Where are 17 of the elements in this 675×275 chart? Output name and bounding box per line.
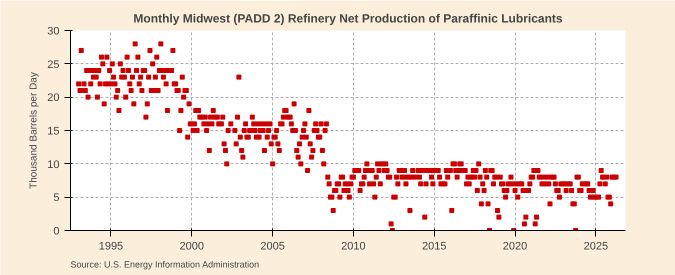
x-tick-label: 2005	[260, 240, 285, 252]
x-tick-label: 2020	[502, 240, 528, 252]
y-tick-label: 5	[53, 192, 60, 204]
source-note: Source: U.S. Energy Information Administration	[70, 260, 260, 270]
y-tick-label: 15	[47, 126, 60, 138]
chart-title: Monthly Midwest (PADD 2) Refinery Net Production of Paraffinic Lubricants	[133, 12, 563, 26]
x-tick-label: 2000	[180, 240, 204, 252]
y-tick-label: 25	[47, 58, 60, 71]
x-tick-label: 2025	[584, 240, 608, 252]
y-tick-label: 20	[47, 92, 60, 104]
x-tick-label: 2010	[341, 240, 366, 252]
y-axis-title: Thousand Barrels per Day	[28, 72, 40, 189]
y-tick-label: 30	[47, 26, 60, 38]
y-tick-label: 10	[47, 158, 60, 171]
y-tick-label: 0	[53, 226, 60, 238]
x-tick-label: 1995	[98, 240, 124, 252]
x-tick-label: 2015	[422, 240, 446, 252]
